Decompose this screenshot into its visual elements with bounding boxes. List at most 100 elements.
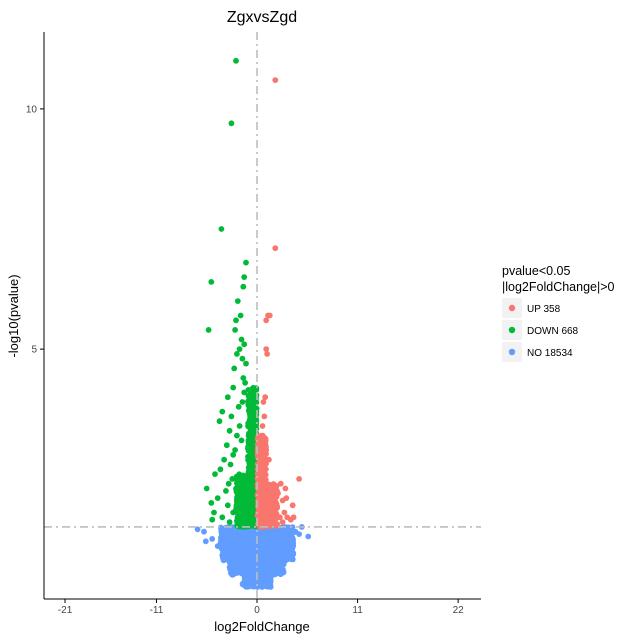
point-down [239,399,246,405]
point-down [229,476,236,482]
point-up [282,485,289,492]
point-up [268,509,275,516]
point-up [266,518,273,524]
point-no [234,551,240,558]
point-no [305,533,312,540]
point-no [230,544,237,551]
point-up [259,450,266,457]
point-down [224,502,231,509]
series-no [194,524,312,590]
point-down [219,514,226,521]
point-up [264,513,271,520]
point-down [228,120,235,127]
point-down [243,512,250,519]
point-down [235,403,242,410]
x-tick-label: 22 [453,605,465,616]
point-down [225,480,232,487]
point-no [228,550,235,557]
point-no [225,541,232,547]
legend-title-line-1: pvalue<0.05 [502,264,571,278]
point-no [253,528,259,535]
point-down [230,509,237,516]
point-down [246,409,253,415]
point-down [236,520,242,527]
point-up [270,488,277,495]
point-no [249,575,256,582]
point-up [255,507,262,514]
point-down [214,495,221,501]
point-up [263,346,270,352]
point-down [250,385,256,392]
point-down [226,519,233,525]
point-no [292,528,299,535]
point-up [270,500,277,506]
point-down [203,485,210,492]
point-no [272,559,278,566]
series-up [254,77,302,530]
point-no [275,550,282,557]
point-no [232,539,239,545]
point-down [221,456,228,463]
point-no [241,580,248,587]
point-no [257,560,264,567]
point-up [277,514,283,521]
axes-ticks: -21 -11 0 11 22 5 10 [26,104,464,616]
point-down [232,327,239,333]
point-up [275,490,281,497]
point-up [260,437,267,444]
point-down [238,437,245,444]
point-down [212,471,218,477]
point-no [243,539,249,545]
point-down [218,226,225,232]
point-no [250,533,257,540]
point-down [230,451,237,458]
point-down [228,413,235,420]
point-up [272,245,279,252]
point-down [246,460,253,467]
points-layer [194,57,312,590]
legend-label-no: NO 18534 [527,348,573,359]
legend-label-down: DOWN 668 [527,326,579,337]
point-no [248,549,255,556]
point-down [246,440,253,446]
point-no [232,532,238,538]
point-down [234,298,241,304]
point-down [231,365,238,372]
point-no [273,536,279,542]
point-down [248,389,255,396]
point-up [272,77,279,83]
legend-label-up: UP 358 [527,304,561,315]
point-up [259,423,266,429]
point-down [234,432,240,439]
point-no [245,559,252,566]
point-down [226,427,233,434]
point-down [236,346,243,352]
point-up [279,519,286,525]
point-no [217,524,224,531]
legend-key-down [508,326,516,334]
point-down [240,283,247,290]
point-no [222,548,228,554]
point-down [205,327,212,333]
point-down [236,423,243,429]
series-down [203,57,260,530]
point-up [263,447,270,453]
point-up [263,317,270,324]
point-down [241,341,248,348]
point-down [233,473,240,480]
point-down [227,461,234,468]
point-down [217,466,224,473]
x-tick-label: -21 [58,605,73,616]
point-down [236,485,243,492]
point-no [280,568,287,575]
point-no [226,558,233,565]
point-down [234,514,241,521]
point-down [232,447,239,453]
point-up [264,351,270,357]
threshold-lines [44,32,481,599]
point-no [194,526,201,533]
point-no [271,544,278,551]
point-down [243,360,249,367]
point-down [237,312,244,319]
point-up [296,476,302,482]
